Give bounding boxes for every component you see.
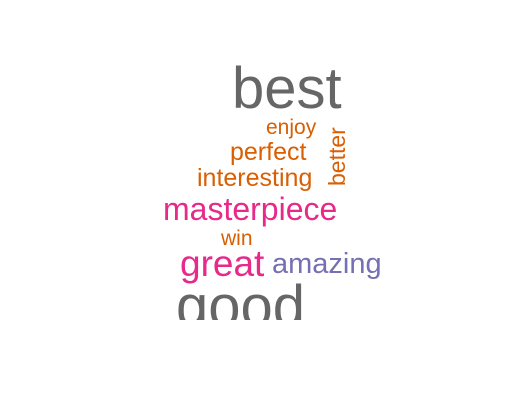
word-great: great (180, 243, 265, 284)
word-better: better (324, 127, 350, 186)
word-cloud-viewport: best enjoy better perfect interesting ma… (163, 56, 382, 321)
word-good: good (176, 274, 306, 321)
word-masterpiece: masterpiece (163, 191, 338, 227)
word-enjoy: enjoy (266, 116, 317, 139)
word-perfect: perfect (230, 138, 307, 166)
word-best: best (232, 56, 342, 121)
word-amazing: amazing (272, 248, 382, 280)
word-interesting: interesting (197, 164, 313, 192)
word-win: win (221, 227, 253, 250)
